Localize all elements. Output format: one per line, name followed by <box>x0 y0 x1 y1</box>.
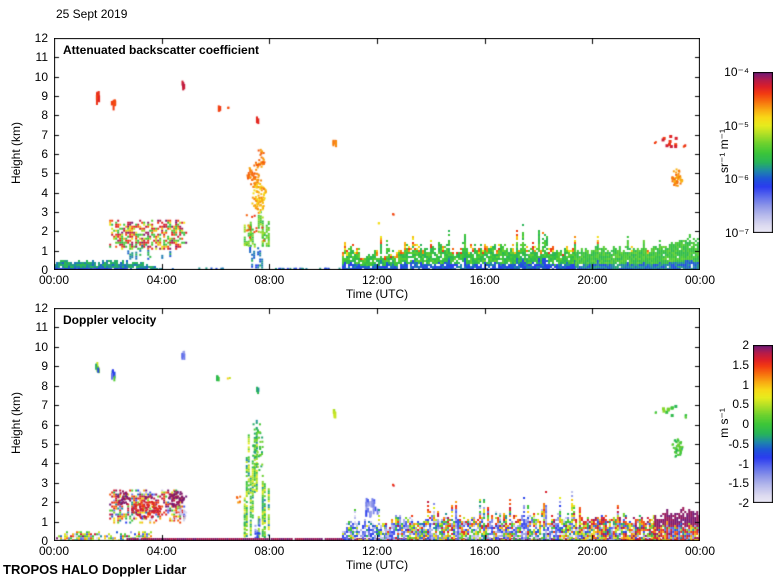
y-tick-label: 9 <box>41 359 48 374</box>
y-tick-label: 3 <box>41 205 48 219</box>
backscatter-xaxis-label: Time (UTC) <box>345 287 409 301</box>
y-tick-label: 1 <box>41 514 48 529</box>
y-tick-label: 5 <box>41 166 48 181</box>
y-tick-label: 12 <box>34 31 48 45</box>
y-tick-label: 0 <box>41 263 48 277</box>
y-tick-label: 5 <box>41 436 48 451</box>
y-tick-label: 7 <box>41 127 48 142</box>
x-tick-label: 08:00 <box>254 273 285 287</box>
colorbar-tick-label: 10⁻⁵ <box>724 118 749 133</box>
y-tick-label: 7 <box>41 398 48 413</box>
colorbar-tick-label: 10⁻⁶ <box>724 172 749 187</box>
velocity-panel-title: Doppler velocity <box>63 313 157 327</box>
y-tick-label: 6 <box>41 147 48 161</box>
backscatter-panel <box>54 38 700 270</box>
colorbar-tick-label: -1.5 <box>728 476 749 491</box>
x-tick-label: 16:00 <box>469 273 500 287</box>
x-tick-label: 20:00 <box>577 544 608 558</box>
y-tick-label: 6 <box>41 417 48 432</box>
x-tick-label: 12:00 <box>361 273 393 287</box>
y-tick-label: 11 <box>35 320 48 335</box>
colorbar-tick-label: 0.5 <box>732 397 749 412</box>
y-tick-label: 10 <box>34 69 48 84</box>
y-tick-label: 1 <box>41 243 48 258</box>
colorbar-tick-label: 0 <box>742 417 749 431</box>
velocity-heatmap-canvas <box>54 308 700 541</box>
date-label: 25 Sept 2019 <box>56 7 128 21</box>
y-tick-label: 3 <box>41 475 48 490</box>
y-tick-label: 10 <box>34 339 48 354</box>
colorbar-tick-label: 10⁻⁷ <box>724 226 749 240</box>
colorbar-tick-label: 2 <box>742 338 749 352</box>
colorbar-tick-label: -0.5 <box>728 436 749 451</box>
velocity-colorbar <box>753 345 773 503</box>
colorbar-tick-label: 1.5 <box>732 357 749 372</box>
y-tick-label: 11 <box>35 50 48 65</box>
colorbar-tick-label: -2 <box>738 496 749 510</box>
instrument-footer: TROPOS HALO Doppler Lidar <box>3 562 187 577</box>
x-tick-label: 00:00 <box>38 544 70 558</box>
backscatter-heatmap-canvas <box>54 38 700 270</box>
velocity-xaxis-label: Time (UTC) <box>345 558 409 572</box>
y-tick-label: 4 <box>41 185 48 200</box>
y-tick-label: 2 <box>41 495 48 510</box>
backscatter-colorbar <box>753 72 773 233</box>
x-tick-label: 00:00 <box>38 273 70 287</box>
y-tick-label: 8 <box>41 378 48 393</box>
colorbar-tick-label: 10⁻⁴ <box>724 65 749 79</box>
x-tick-label: 04:00 <box>146 544 177 558</box>
y-tick-label: 12 <box>34 301 48 315</box>
x-tick-label: 20:00 <box>577 273 608 287</box>
backscatter-panel-title: Attenuated backscatter coefficient <box>63 43 260 57</box>
y-tick-label: 4 <box>41 456 48 471</box>
x-tick-label: 00:00 <box>684 273 716 287</box>
y-tick-label: 2 <box>41 224 48 239</box>
x-tick-label: 16:00 <box>469 544 500 558</box>
y-tick-label: 8 <box>41 108 48 123</box>
velocity-panel <box>54 308 700 541</box>
x-tick-label: 00:00 <box>684 544 716 558</box>
y-tick-label: 9 <box>41 89 48 103</box>
x-tick-label: 04:00 <box>146 273 177 287</box>
y-tick-label: 0 <box>41 534 48 548</box>
x-tick-label: 08:00 <box>254 544 285 558</box>
x-tick-label: 12:00 <box>361 544 393 558</box>
colorbar-tick-label: -1 <box>738 456 749 471</box>
colorbar-tick-label: 1 <box>742 377 749 392</box>
